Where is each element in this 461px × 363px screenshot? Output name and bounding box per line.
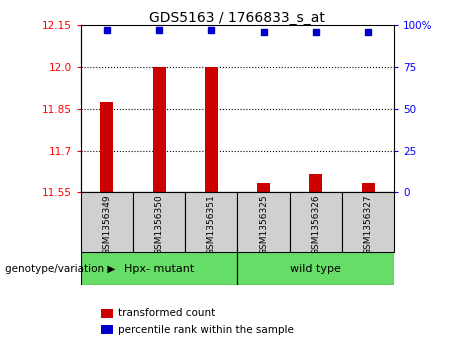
Text: GSM1356351: GSM1356351 — [207, 194, 216, 255]
Text: GDS5163 / 1766833_s_at: GDS5163 / 1766833_s_at — [149, 11, 325, 25]
Text: wild type: wild type — [290, 264, 341, 274]
Bar — [290, 192, 342, 252]
Text: GSM1356350: GSM1356350 — [154, 194, 164, 255]
Text: GSM1356326: GSM1356326 — [311, 194, 320, 255]
Bar — [361, 183, 374, 192]
Text: percentile rank within the sample: percentile rank within the sample — [118, 325, 294, 335]
Bar — [81, 192, 133, 252]
Bar — [309, 174, 322, 192]
Text: GSM1356349: GSM1356349 — [102, 194, 111, 255]
Bar — [237, 192, 290, 252]
Text: transformed count: transformed count — [118, 308, 215, 318]
Bar — [133, 192, 185, 252]
Bar — [153, 67, 165, 192]
Bar — [101, 309, 113, 318]
Bar — [237, 252, 394, 285]
Bar — [100, 102, 113, 192]
Text: Hpx- mutant: Hpx- mutant — [124, 264, 194, 274]
Text: GSM1356325: GSM1356325 — [259, 194, 268, 255]
Bar — [81, 252, 237, 285]
Text: GSM1356327: GSM1356327 — [364, 194, 372, 255]
Bar — [185, 192, 237, 252]
Bar — [257, 183, 270, 192]
Bar — [205, 67, 218, 192]
Bar — [342, 192, 394, 252]
Text: genotype/variation ▶: genotype/variation ▶ — [5, 264, 115, 274]
Bar — [101, 325, 113, 334]
